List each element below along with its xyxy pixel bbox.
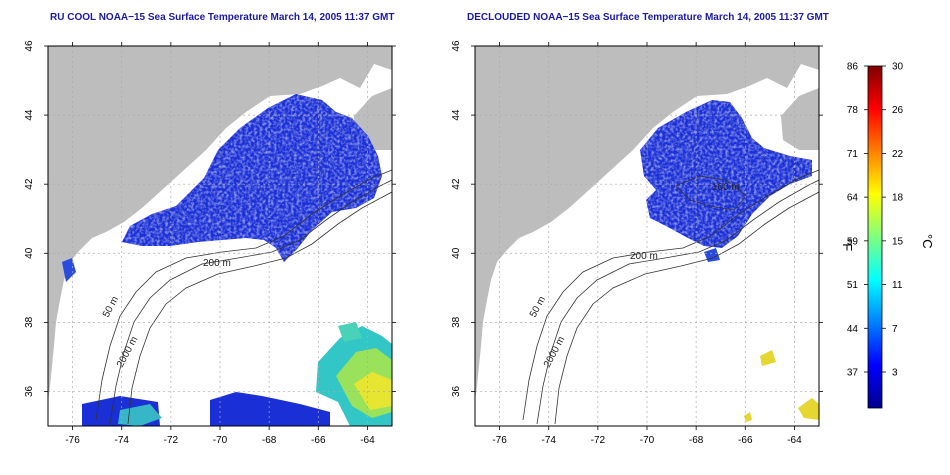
right-y-axis: 36 38 40 42 44 46 bbox=[451, 40, 823, 397]
colorbar-celsius-label: °C bbox=[920, 234, 935, 249]
left-sst-warm-water bbox=[118, 322, 392, 426]
left-x-tick-label: -64 bbox=[360, 435, 375, 446]
right-land bbox=[475, 46, 819, 402]
left-y-tick-label: 36 bbox=[24, 385, 35, 397]
colorbar-celsius-ticks: 30 26 22 18 15 11 7 3 bbox=[882, 62, 904, 379]
left-gridlines bbox=[48, 45, 392, 426]
right-y-tick-label: 36 bbox=[451, 385, 462, 397]
right-x-tick-label: -76 bbox=[492, 435, 507, 446]
colorbar-f-tick-label: 71 bbox=[847, 149, 859, 160]
right-y-tick-label: 46 bbox=[451, 40, 462, 52]
colorbar-f-tick-label: 51 bbox=[847, 280, 859, 291]
colorbar-c-tick-label: 15 bbox=[892, 236, 904, 247]
left-x-axis: -76 -74 -72 -70 -68 -66 -64 bbox=[65, 42, 375, 446]
left-y-tick-label: 40 bbox=[24, 247, 35, 259]
left-x-tick-label: -74 bbox=[114, 435, 129, 446]
colorbar-f-tick-label: 86 bbox=[847, 62, 859, 73]
colorbar-c-tick-label: 26 bbox=[892, 105, 904, 116]
left-y-tick-label: 42 bbox=[24, 178, 35, 190]
left-y-tick-label: 46 bbox=[24, 40, 35, 52]
right-y-tick-label: 38 bbox=[451, 316, 462, 328]
right-x-tick-label: -72 bbox=[591, 435, 606, 446]
right-sst-warm-water bbox=[744, 350, 819, 422]
left-y-tick-label: 38 bbox=[24, 316, 35, 328]
colorbar-c-tick-label: 22 bbox=[892, 149, 904, 160]
left-x-tick-label: -70 bbox=[213, 435, 228, 446]
colorbar-c-tick-label: 7 bbox=[892, 324, 898, 335]
right-x-tick-label: -70 bbox=[640, 435, 655, 446]
left-contour-label-200m: 200 m bbox=[203, 258, 231, 269]
colorbar: 86 78 71 64 59 51 44 37 30 26 22 18 15 11 7 3 °F °C bbox=[840, 62, 935, 409]
left-x-tick-label: -76 bbox=[65, 435, 80, 446]
colorbar-fahrenheit-ticks: 86 78 71 64 59 51 44 37 bbox=[847, 62, 868, 379]
colorbar-f-tick-label: 37 bbox=[847, 368, 859, 379]
left-x-tick-label: -66 bbox=[311, 435, 326, 446]
right-y-tick-label: 42 bbox=[451, 178, 462, 190]
left-x-tick-label: -72 bbox=[164, 435, 179, 446]
colorbar-c-tick-label: 30 bbox=[892, 62, 904, 73]
colorbar-fahrenheit-label: °F bbox=[840, 238, 855, 251]
left-sst-cold-water bbox=[62, 94, 382, 426]
right-panel-title: DECLOUDED NOAA−15 Sea Surface Temperatur… bbox=[467, 12, 829, 23]
colorbar-f-tick-label: 64 bbox=[847, 193, 859, 204]
right-x-tick-label: -66 bbox=[738, 435, 753, 446]
right-x-tick-label: -74 bbox=[541, 435, 556, 446]
right-contour-label-200m: 200 m bbox=[630, 251, 658, 262]
right-map-panel: 200 m 100 m 50 m 2000 m -76 -74 -72 -70 -68-… bbox=[451, 40, 823, 446]
colorbar-f-tick-label: 44 bbox=[847, 324, 859, 335]
right-x-axis: -76 -74 -72 -70 -68 -66 -64 bbox=[492, 42, 802, 446]
left-y-tick-label: 44 bbox=[24, 109, 35, 121]
colorbar-c-tick-label: 3 bbox=[892, 368, 898, 379]
colorbar-gradient-bar bbox=[867, 65, 883, 409]
right-contour-label-100m: 100 m bbox=[712, 182, 740, 193]
right-y-tick-label: 40 bbox=[451, 247, 462, 259]
left-y-axis: 36 38 40 42 44 46 bbox=[24, 40, 396, 397]
colorbar-f-tick-label: 78 bbox=[847, 105, 859, 116]
colorbar-c-tick-label: 11 bbox=[892, 280, 903, 291]
left-panel-title: RU COOL NOAA−15 Sea Surface Temperature … bbox=[50, 12, 395, 23]
right-y-tick-label: 44 bbox=[451, 109, 462, 121]
right-sst-cold-water bbox=[640, 100, 812, 262]
right-x-tick-label: -64 bbox=[787, 435, 802, 446]
left-map-panel: 200 m 50 m 2000 m -76 -74 -72 -70 -68 -66 -64 … bbox=[24, 40, 396, 446]
right-x-tick-label: -68 bbox=[689, 435, 704, 446]
left-x-tick-label: -68 bbox=[262, 435, 277, 446]
colorbar-c-tick-label: 18 bbox=[892, 193, 904, 204]
colorbar-f-tick-label: 59 bbox=[847, 236, 859, 247]
